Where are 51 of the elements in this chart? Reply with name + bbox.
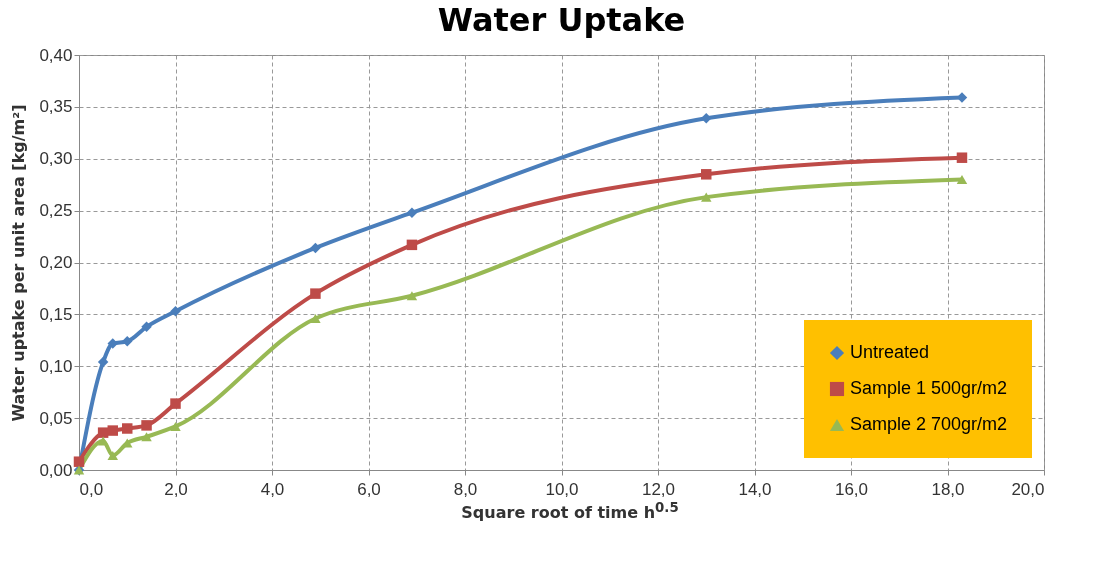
y-tick-label: 0,15 (39, 304, 73, 324)
y-tick-label: 0,30 (39, 149, 73, 169)
y-tick-label: 0,25 (39, 201, 73, 221)
legend-label: Sample 2 700gr/m2 (850, 414, 1008, 434)
point (310, 288, 321, 299)
point (122, 423, 133, 434)
point (701, 169, 712, 180)
point (97, 356, 109, 368)
legend-label: Untreated (850, 342, 930, 362)
x-tick-label: 12,0 (641, 479, 676, 499)
y-tick-label: 0,40 (39, 45, 73, 65)
point (97, 436, 109, 446)
point (406, 239, 418, 251)
point (701, 192, 712, 202)
point (310, 313, 321, 324)
x-tick-label: 10,0 (545, 479, 579, 499)
point (141, 432, 152, 442)
x-tick-label: 4,0 (260, 479, 285, 499)
x-tick-label: 16,0 (834, 479, 869, 499)
point (956, 152, 968, 163)
point (107, 450, 119, 461)
point (107, 425, 119, 436)
point (170, 398, 181, 409)
x-tick-label: 14,0 (738, 479, 772, 499)
x-tick-label: 2,0 (164, 479, 188, 499)
point (701, 113, 712, 124)
point (310, 242, 321, 254)
point (141, 420, 152, 431)
y-axis-title: Water uptake per unit area [kg/m²] (9, 104, 29, 422)
y-tick-label: 0,05 (39, 408, 73, 428)
y-tick-label: 0,35 (39, 97, 73, 117)
point (170, 421, 181, 431)
x-tick-label: 8,0 (453, 479, 478, 499)
point (122, 336, 133, 347)
y-tick-label: 0,10 (39, 356, 73, 376)
x-tick-label: 18,0 (931, 479, 965, 499)
point (406, 291, 418, 301)
point (406, 207, 418, 218)
point (141, 321, 152, 333)
x-tick-label: 20,0 (1011, 479, 1045, 499)
x-tick-label: 6,0 (357, 479, 381, 499)
x-tick-label: 0,0 (79, 479, 104, 499)
point (73, 456, 85, 467)
y-tick-label: 0,00 (39, 460, 73, 480)
point (170, 306, 181, 317)
y-tick-label: 0,20 (39, 253, 73, 272)
point (97, 427, 109, 438)
x-axis-title: Square root of time h$^{0.5}$ (460, 500, 680, 523)
point (956, 174, 968, 185)
chart-title: Water Uptake (437, 1, 686, 39)
legend-label: Sample 1 500gr/m2 (850, 378, 1008, 398)
